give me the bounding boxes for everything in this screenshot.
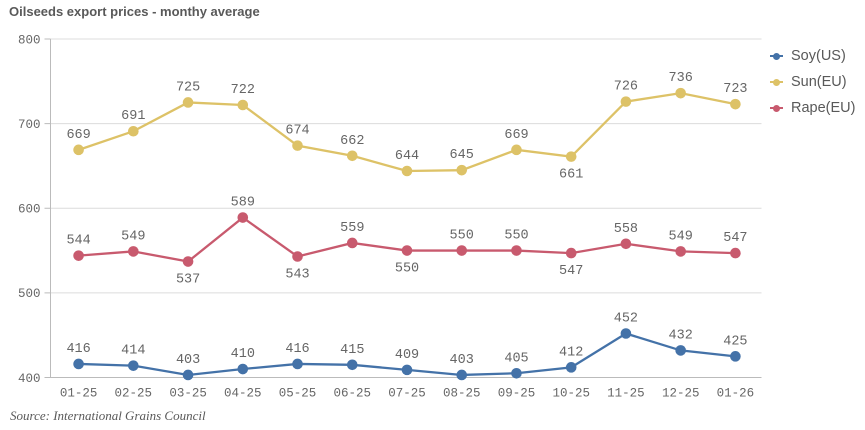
svg-text:549: 549: [669, 229, 693, 244]
svg-text:400: 400: [18, 372, 41, 386]
svg-text:05-25: 05-25: [279, 387, 317, 401]
svg-text:700: 700: [18, 118, 41, 132]
svg-text:550: 550: [395, 262, 419, 277]
svg-text:662: 662: [340, 134, 364, 149]
svg-text:01-26: 01-26: [717, 387, 755, 401]
svg-text:01-25: 01-25: [60, 387, 98, 401]
svg-text:06-25: 06-25: [334, 387, 372, 401]
svg-text:403: 403: [176, 353, 200, 368]
svg-text:722: 722: [231, 83, 255, 98]
svg-text:725: 725: [176, 80, 200, 95]
svg-text:674: 674: [285, 124, 309, 139]
svg-text:500: 500: [18, 287, 41, 301]
svg-text:432: 432: [669, 328, 693, 343]
svg-text:589: 589: [231, 196, 255, 211]
svg-text:726: 726: [614, 80, 638, 95]
svg-text:07-25: 07-25: [388, 387, 426, 401]
svg-text:403: 403: [450, 353, 474, 368]
svg-text:416: 416: [66, 342, 90, 357]
svg-text:736: 736: [669, 71, 693, 86]
svg-text:691: 691: [121, 109, 145, 124]
svg-text:669: 669: [66, 128, 90, 143]
svg-text:412: 412: [559, 345, 583, 360]
svg-text:11-25: 11-25: [607, 387, 645, 401]
svg-text:415: 415: [340, 343, 364, 358]
svg-text:410: 410: [231, 347, 255, 362]
svg-text:537: 537: [176, 273, 200, 288]
svg-text:547: 547: [723, 231, 747, 246]
svg-text:669: 669: [504, 128, 528, 143]
svg-text:559: 559: [340, 221, 364, 236]
svg-text:08-25: 08-25: [443, 387, 481, 401]
svg-text:09-25: 09-25: [498, 387, 536, 401]
svg-text:645: 645: [450, 148, 474, 163]
svg-text:414: 414: [121, 344, 145, 359]
svg-text:549: 549: [121, 229, 145, 244]
svg-text:723: 723: [723, 82, 747, 97]
svg-text:425: 425: [723, 334, 747, 349]
svg-text:544: 544: [66, 234, 90, 249]
svg-text:543: 543: [285, 267, 309, 282]
svg-text:02-25: 02-25: [115, 387, 153, 401]
svg-text:12-25: 12-25: [662, 387, 700, 401]
svg-text:416: 416: [285, 342, 309, 357]
svg-text:600: 600: [18, 203, 41, 217]
svg-text:405: 405: [504, 351, 528, 366]
svg-text:644: 644: [395, 149, 419, 164]
svg-text:661: 661: [559, 168, 583, 183]
svg-text:550: 550: [504, 229, 528, 244]
svg-text:547: 547: [559, 264, 583, 279]
svg-text:558: 558: [614, 222, 638, 237]
svg-text:409: 409: [395, 348, 419, 363]
svg-text:800: 800: [18, 33, 41, 47]
svg-text:10-25: 10-25: [552, 387, 590, 401]
svg-text:550: 550: [450, 229, 474, 244]
svg-text:04-25: 04-25: [224, 387, 262, 401]
svg-text:03-25: 03-25: [169, 387, 207, 401]
svg-text:452: 452: [614, 312, 638, 327]
